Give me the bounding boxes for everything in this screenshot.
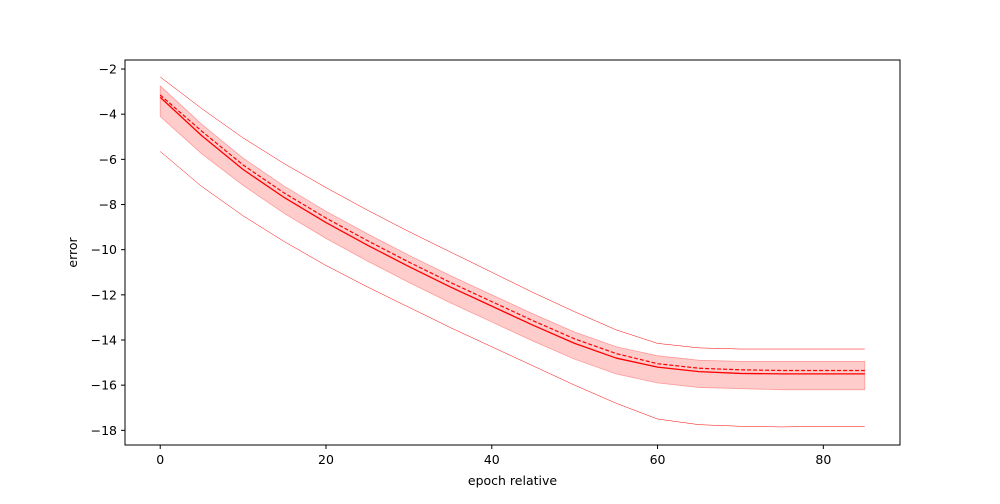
y-axis-label: error bbox=[65, 237, 80, 268]
x-tick-label: 40 bbox=[484, 452, 500, 467]
max-line bbox=[160, 76, 865, 350]
y-axis: −2 −4 −6 −8 −10 −12 −14 −16 −18 bbox=[91, 62, 125, 438]
y-tick-label: −4 bbox=[99, 107, 117, 122]
x-tick-label: 80 bbox=[815, 452, 831, 467]
y-tick-label: −12 bbox=[91, 287, 117, 302]
y-tick-label: −14 bbox=[91, 333, 117, 348]
plot-area bbox=[159, 76, 866, 428]
axes-frame bbox=[124, 59, 901, 446]
y-tick-label: −10 bbox=[91, 242, 117, 257]
x-tick-label: 20 bbox=[318, 452, 334, 467]
median-line bbox=[159, 94, 865, 372]
y-tick-label: −18 bbox=[91, 423, 117, 438]
x-tick-label: 60 bbox=[650, 452, 666, 467]
y-tick-label: −2 bbox=[99, 62, 117, 77]
y-tick-label: −6 bbox=[99, 152, 117, 167]
y-tick-label: −8 bbox=[99, 197, 117, 212]
y-tick-label: −16 bbox=[91, 378, 117, 393]
x-tick-label: 0 bbox=[156, 452, 164, 467]
min-line bbox=[160, 151, 865, 428]
mean-line bbox=[159, 96, 865, 375]
x-axis-label: epoch relative bbox=[468, 473, 558, 488]
x-axis: 0 20 40 60 80 bbox=[156, 445, 831, 467]
confidence-band bbox=[159, 85, 866, 391]
